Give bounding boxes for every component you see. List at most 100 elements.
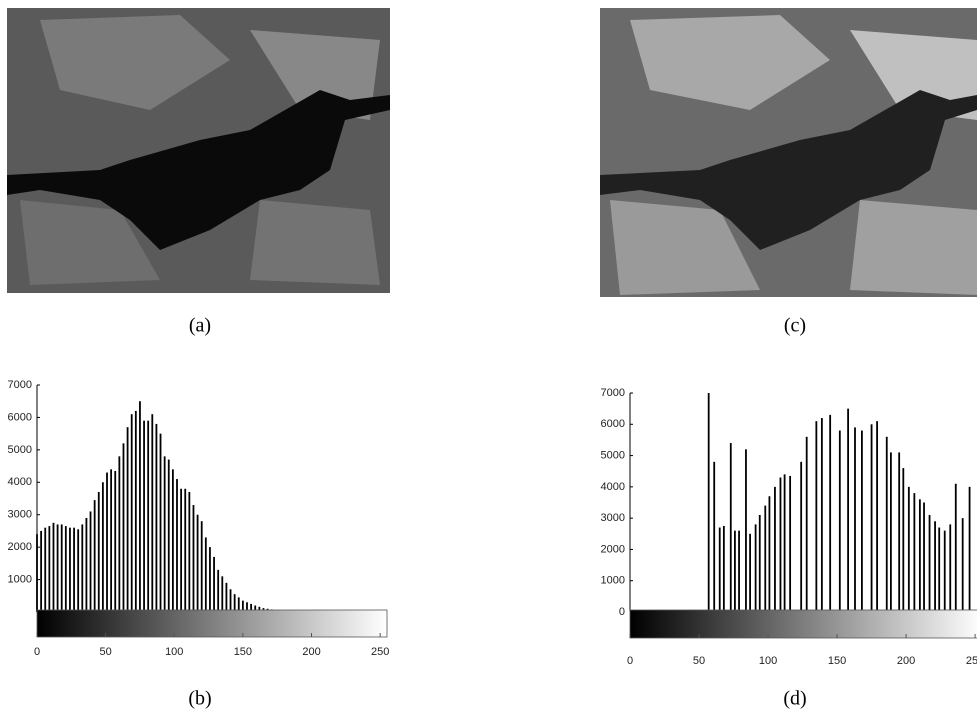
bar	[225, 582, 228, 612]
bar	[898, 452, 901, 612]
bar	[237, 597, 240, 612]
bar	[254, 605, 257, 612]
satellite-image	[600, 8, 977, 297]
y-tick-label: 3000	[8, 509, 32, 521]
bar	[876, 421, 878, 612]
bar	[73, 527, 75, 612]
bar	[171, 469, 174, 612]
bar	[36, 534, 38, 612]
bar	[204, 537, 207, 612]
bar	[56, 524, 59, 612]
y-tick-label: 0	[619, 606, 625, 618]
x-tick-label: 0	[34, 646, 40, 658]
bar	[60, 524, 63, 612]
bar	[961, 518, 964, 612]
bar	[122, 443, 125, 612]
bar	[885, 436, 888, 612]
bar	[81, 524, 84, 612]
bar	[854, 427, 856, 612]
x-tick-label: 0	[627, 655, 633, 667]
x-tick-label: 100	[165, 646, 183, 658]
y-tick-label: 5000	[8, 444, 32, 456]
bar	[159, 433, 162, 612]
bar	[754, 524, 757, 612]
bar	[139, 401, 141, 612]
y-tick-label: 1000	[8, 573, 32, 585]
bar	[250, 603, 253, 612]
bar	[805, 436, 808, 612]
bar	[847, 408, 850, 612]
bar	[114, 470, 117, 612]
bar	[722, 525, 725, 612]
bar	[838, 430, 841, 612]
x-tick-label: 250	[966, 655, 977, 667]
bar	[913, 493, 916, 612]
y-tick-label: 6000	[601, 418, 625, 430]
x-tick-label: 150	[234, 646, 252, 658]
bar	[89, 511, 92, 612]
bar	[954, 483, 957, 612]
bar	[241, 600, 244, 612]
bar	[829, 414, 832, 612]
caption: (d)	[783, 688, 806, 710]
bar	[217, 569, 220, 612]
bar	[764, 505, 767, 612]
bar	[749, 533, 751, 612]
bar	[101, 482, 104, 612]
bar	[779, 477, 782, 612]
bar	[93, 500, 96, 612]
bar	[167, 459, 170, 612]
bar	[968, 486, 971, 612]
bar	[902, 468, 905, 612]
bar	[134, 410, 137, 612]
bar	[64, 526, 67, 612]
bar	[889, 452, 892, 612]
bar	[200, 521, 203, 612]
bar	[196, 514, 199, 612]
bar	[155, 423, 158, 612]
bar	[734, 530, 736, 612]
bar	[258, 606, 261, 612]
x-tick-label: 250	[371, 646, 389, 658]
bar	[820, 418, 823, 612]
bar	[48, 526, 51, 612]
bar	[713, 461, 716, 612]
bar	[233, 594, 236, 612]
bar	[246, 602, 248, 612]
bar	[209, 547, 211, 612]
x-tick-label: 200	[302, 646, 320, 658]
bar	[949, 524, 952, 612]
caption: (b)	[188, 688, 211, 710]
y-tick-label: 6000	[8, 411, 32, 423]
bar	[44, 527, 47, 612]
bar	[130, 414, 133, 612]
bar	[774, 486, 776, 612]
y-tick-label: 1000	[601, 575, 625, 587]
bar	[861, 430, 863, 612]
bar	[870, 424, 873, 612]
bar	[52, 522, 55, 612]
bar	[85, 517, 88, 612]
bar	[151, 414, 154, 612]
bar	[110, 469, 113, 612]
bar	[180, 488, 183, 612]
colorbar	[36, 609, 388, 638]
bar	[789, 475, 792, 612]
bar	[783, 474, 786, 612]
bar	[928, 515, 931, 612]
bar	[729, 443, 732, 612]
bar	[758, 515, 761, 612]
bar	[800, 461, 803, 612]
bar	[213, 556, 215, 612]
bar	[938, 527, 941, 612]
bar	[934, 521, 936, 612]
bar	[192, 504, 195, 612]
x-tick-label: 50	[693, 655, 705, 667]
bar	[184, 488, 187, 612]
x-tick-label: 150	[828, 655, 846, 667]
bar	[943, 530, 946, 612]
bar	[163, 456, 166, 612]
x-tick-label: 100	[759, 655, 777, 667]
